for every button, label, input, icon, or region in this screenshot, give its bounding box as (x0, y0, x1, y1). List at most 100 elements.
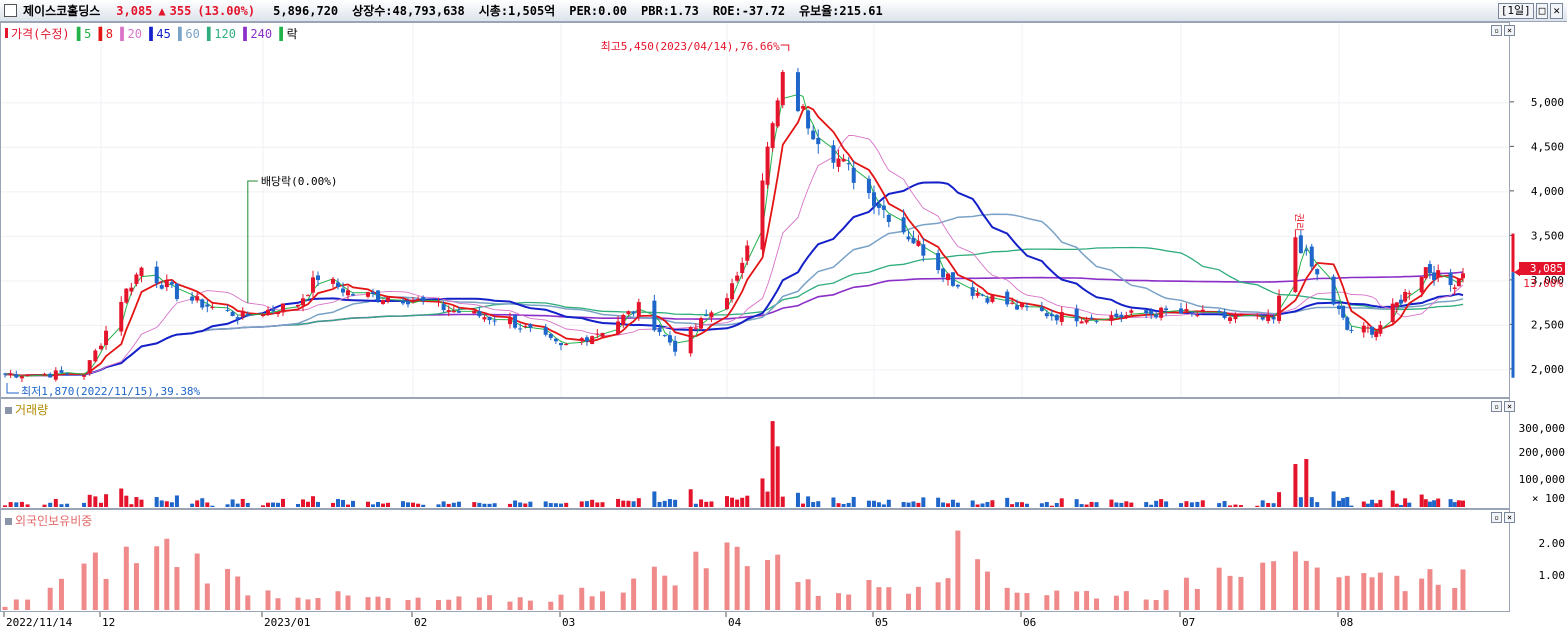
price-change: 355 (169, 3, 192, 18)
volume-bar (1200, 500, 1205, 507)
date-label: 2023/01 (264, 616, 310, 629)
candle-body (1304, 249, 1309, 251)
candle-body (331, 278, 335, 284)
volume-bar (872, 500, 876, 507)
volume-bar (1407, 502, 1412, 507)
price-axis: 5,000 4,500 4,000 3,500 3,000 2,500 2,000 3,08… (1510, 22, 1567, 398)
volume-bar (1044, 502, 1049, 507)
candle-body (1271, 317, 1276, 320)
foreign-ratio-bar (47, 587, 53, 610)
volume-legend-marker (5, 407, 12, 414)
moving-average-ma5 (4, 93, 1464, 377)
pbr-value: PBR:1.73 (641, 3, 699, 18)
panel-maximize-icon[interactable]: ▫ (1491, 401, 1502, 412)
candle-body (210, 306, 215, 308)
market-cap: 시총:1,505억 (478, 4, 556, 18)
candle-body (1255, 314, 1260, 316)
price-chart: 최고5,450(2023/04/14),76.66% 최저1,870(2022/1… (1, 23, 1509, 397)
panel-close-icon[interactable]: × (1504, 401, 1515, 412)
volume-bar (1049, 505, 1054, 507)
candle-body (477, 311, 482, 317)
volume-bar (543, 501, 548, 507)
volume-panel: 거래량 ▫ × (0, 398, 1515, 509)
volume-bar (8, 502, 13, 507)
foreign-tick: 2.00 (1538, 537, 1566, 550)
candle-body (1149, 310, 1154, 315)
volume-bar (1222, 501, 1227, 507)
close-icon[interactable]: ✕ (1550, 3, 1563, 19)
price-tick-label: 2,500 (1531, 318, 1564, 331)
candle-body (886, 214, 891, 223)
candle-body (801, 106, 806, 109)
foreign-legend: 외국인보유비중 (5, 512, 92, 529)
candle-body (816, 137, 821, 145)
volume-bar (48, 502, 53, 507)
foreign-ratio-bar (415, 597, 421, 610)
panel-close-icon[interactable]: × (1504, 25, 1515, 36)
candle-body (42, 373, 47, 375)
candle-body (1159, 307, 1164, 318)
volume-bar (1315, 502, 1320, 507)
candle-body (266, 309, 270, 315)
foreign-ratio-bar (456, 596, 462, 610)
price-tick-label: 5,000 (1531, 96, 1564, 109)
low-pointer (6, 383, 19, 394)
foreign-ratio-bar (672, 585, 678, 610)
restore-icon[interactable]: □ (1535, 3, 1549, 19)
candle-body (276, 312, 280, 315)
candle-body (1129, 310, 1134, 313)
volume-bar (59, 504, 64, 507)
panel-maximize-icon[interactable]: ▫ (1491, 25, 1502, 36)
volume-bar (975, 504, 980, 507)
candle-body (65, 373, 70, 375)
panel-close-icon[interactable]: × (1504, 512, 1515, 523)
candle-body (699, 317, 704, 329)
volume-bar (631, 501, 636, 507)
period-button[interactable]: [1일] (1497, 3, 1534, 19)
volume-bar (765, 491, 770, 507)
foreign-ratio-bar (1014, 592, 1020, 610)
candle-body (1407, 293, 1412, 295)
candle-body (811, 130, 816, 140)
volume-bar (154, 497, 159, 507)
foreign-ratio-bar (915, 586, 921, 610)
volume-bar (652, 491, 657, 507)
volume-bar (699, 499, 704, 507)
foreign-ratio-bar (1123, 591, 1129, 610)
volume-bar (346, 504, 350, 507)
volume-bar (376, 502, 380, 507)
foreign-ratio-bar (805, 579, 811, 610)
foreign-ratio-bar (225, 568, 231, 610)
candle-body (1049, 314, 1054, 317)
panel-maximize-icon[interactable]: ▫ (1491, 512, 1502, 523)
candle-body (735, 275, 740, 281)
candle-body (381, 300, 385, 304)
legend-drop: 락 (286, 27, 298, 41)
volume-bar (240, 498, 245, 507)
foreign-ratio-bar (906, 593, 912, 610)
volume-bar (980, 503, 985, 507)
foreign-ratio-bar (1292, 551, 1298, 610)
volume-bar (626, 500, 631, 507)
volume-bar (1271, 503, 1276, 507)
foreign-ratio-bar (1238, 576, 1244, 610)
volume-bar (169, 502, 174, 507)
volume-bar (472, 502, 477, 507)
candle-body (225, 309, 230, 311)
foreign-ratio-bar (775, 554, 781, 610)
legend-ma120: 120 (214, 27, 236, 41)
candle-body (1436, 270, 1441, 277)
high-pointer (780, 44, 790, 51)
select-checkbox[interactable] (4, 4, 17, 17)
candle-body (1423, 267, 1428, 279)
price-panel-controls: ▫ × (1491, 25, 1515, 36)
volume-bar (725, 496, 729, 507)
candle-body (240, 310, 245, 317)
foreign-ratio-bar (724, 542, 730, 610)
candle-body (154, 266, 159, 284)
foreign-ratio-bar (846, 594, 852, 610)
volume-bar (1461, 500, 1465, 507)
volume-bar (1020, 502, 1024, 507)
foreign-ratio-bar (1303, 560, 1309, 610)
volume-bar (53, 498, 58, 507)
